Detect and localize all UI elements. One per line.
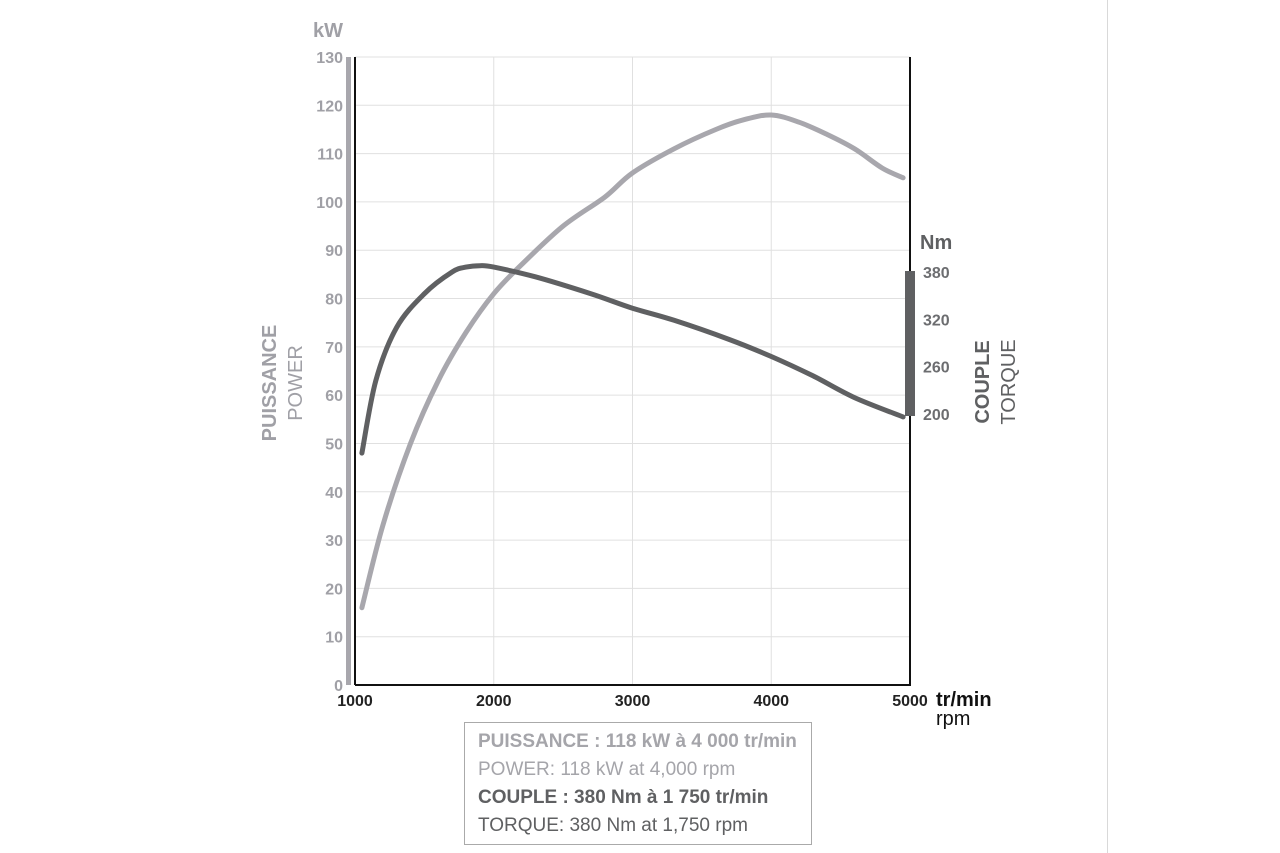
x-tick-label: 3000 bbox=[615, 693, 651, 710]
y-tick-label: 50 bbox=[325, 436, 343, 453]
x-unit-en: rpm bbox=[936, 708, 970, 730]
legend-power-en: POWER: 118 kW at 4,000 rpm bbox=[478, 759, 736, 780]
legend-torque-fr: COUPLE : 380 Nm à 1 750 tr/min bbox=[478, 787, 769, 808]
legend-torque-en: TORQUE: 380 Nm at 1,750 rpm bbox=[478, 815, 748, 836]
y-tick-label: 20 bbox=[325, 581, 343, 598]
torque-label-fr: COUPLE bbox=[972, 340, 994, 423]
torque-ticks: 380 320 260 200 bbox=[923, 265, 950, 424]
y-tick-label: 10 bbox=[325, 630, 343, 647]
power-curve bbox=[359, 112, 906, 611]
page-divider bbox=[1107, 0, 1108, 853]
y-tick-label: 130 bbox=[316, 50, 343, 67]
y-tick-label: 60 bbox=[325, 388, 343, 405]
y-tick-label: 90 bbox=[325, 243, 343, 260]
y-label-fr: PUISSANCE bbox=[259, 325, 281, 442]
x-tick-label: 1000 bbox=[337, 693, 373, 710]
torque-tick-label: 380 bbox=[923, 265, 950, 282]
torque-tick-label: 200 bbox=[923, 407, 950, 424]
x-tick-label: 5000 bbox=[892, 693, 928, 710]
torque-axis-bar bbox=[905, 271, 915, 416]
torque-label-en: TORQUE bbox=[998, 339, 1020, 424]
x-unit-fr: tr/min bbox=[936, 689, 992, 711]
y-tick-label: 0 bbox=[334, 678, 343, 695]
left-axis-bar bbox=[346, 57, 351, 685]
torque-unit-label: Nm bbox=[920, 232, 952, 254]
y-tick-label: 40 bbox=[325, 485, 343, 502]
y-label-en: POWER bbox=[285, 345, 307, 421]
torque-curve bbox=[359, 263, 906, 456]
y-tick-label: 100 bbox=[316, 195, 343, 212]
legend-power-fr: PUISSANCE : 118 kW à 4 000 tr/min bbox=[478, 731, 797, 752]
x-tick-label: 2000 bbox=[476, 693, 512, 710]
x-ticks: 1000 2000 3000 4000 5000 bbox=[337, 693, 928, 710]
y-unit-label: kW bbox=[313, 20, 343, 42]
y-ticks: 0 10 20 30 40 50 60 70 80 90 100 110 120 130 bbox=[316, 50, 343, 695]
y-tick-label: 30 bbox=[325, 533, 343, 550]
torque-tick-label: 320 bbox=[923, 312, 950, 329]
grid bbox=[355, 56, 910, 685]
series-lines bbox=[359, 112, 906, 611]
y-tick-label: 80 bbox=[325, 292, 343, 309]
y-tick-label: 120 bbox=[316, 98, 343, 115]
y-tick-label: 110 bbox=[317, 147, 343, 164]
y-tick-label: 70 bbox=[325, 340, 343, 357]
legend-box: PUISSANCE : 118 kW à 4 000 tr/min POWER:… bbox=[464, 722, 812, 845]
torque-tick-label: 260 bbox=[923, 360, 950, 377]
x-tick-label: 4000 bbox=[753, 693, 789, 710]
